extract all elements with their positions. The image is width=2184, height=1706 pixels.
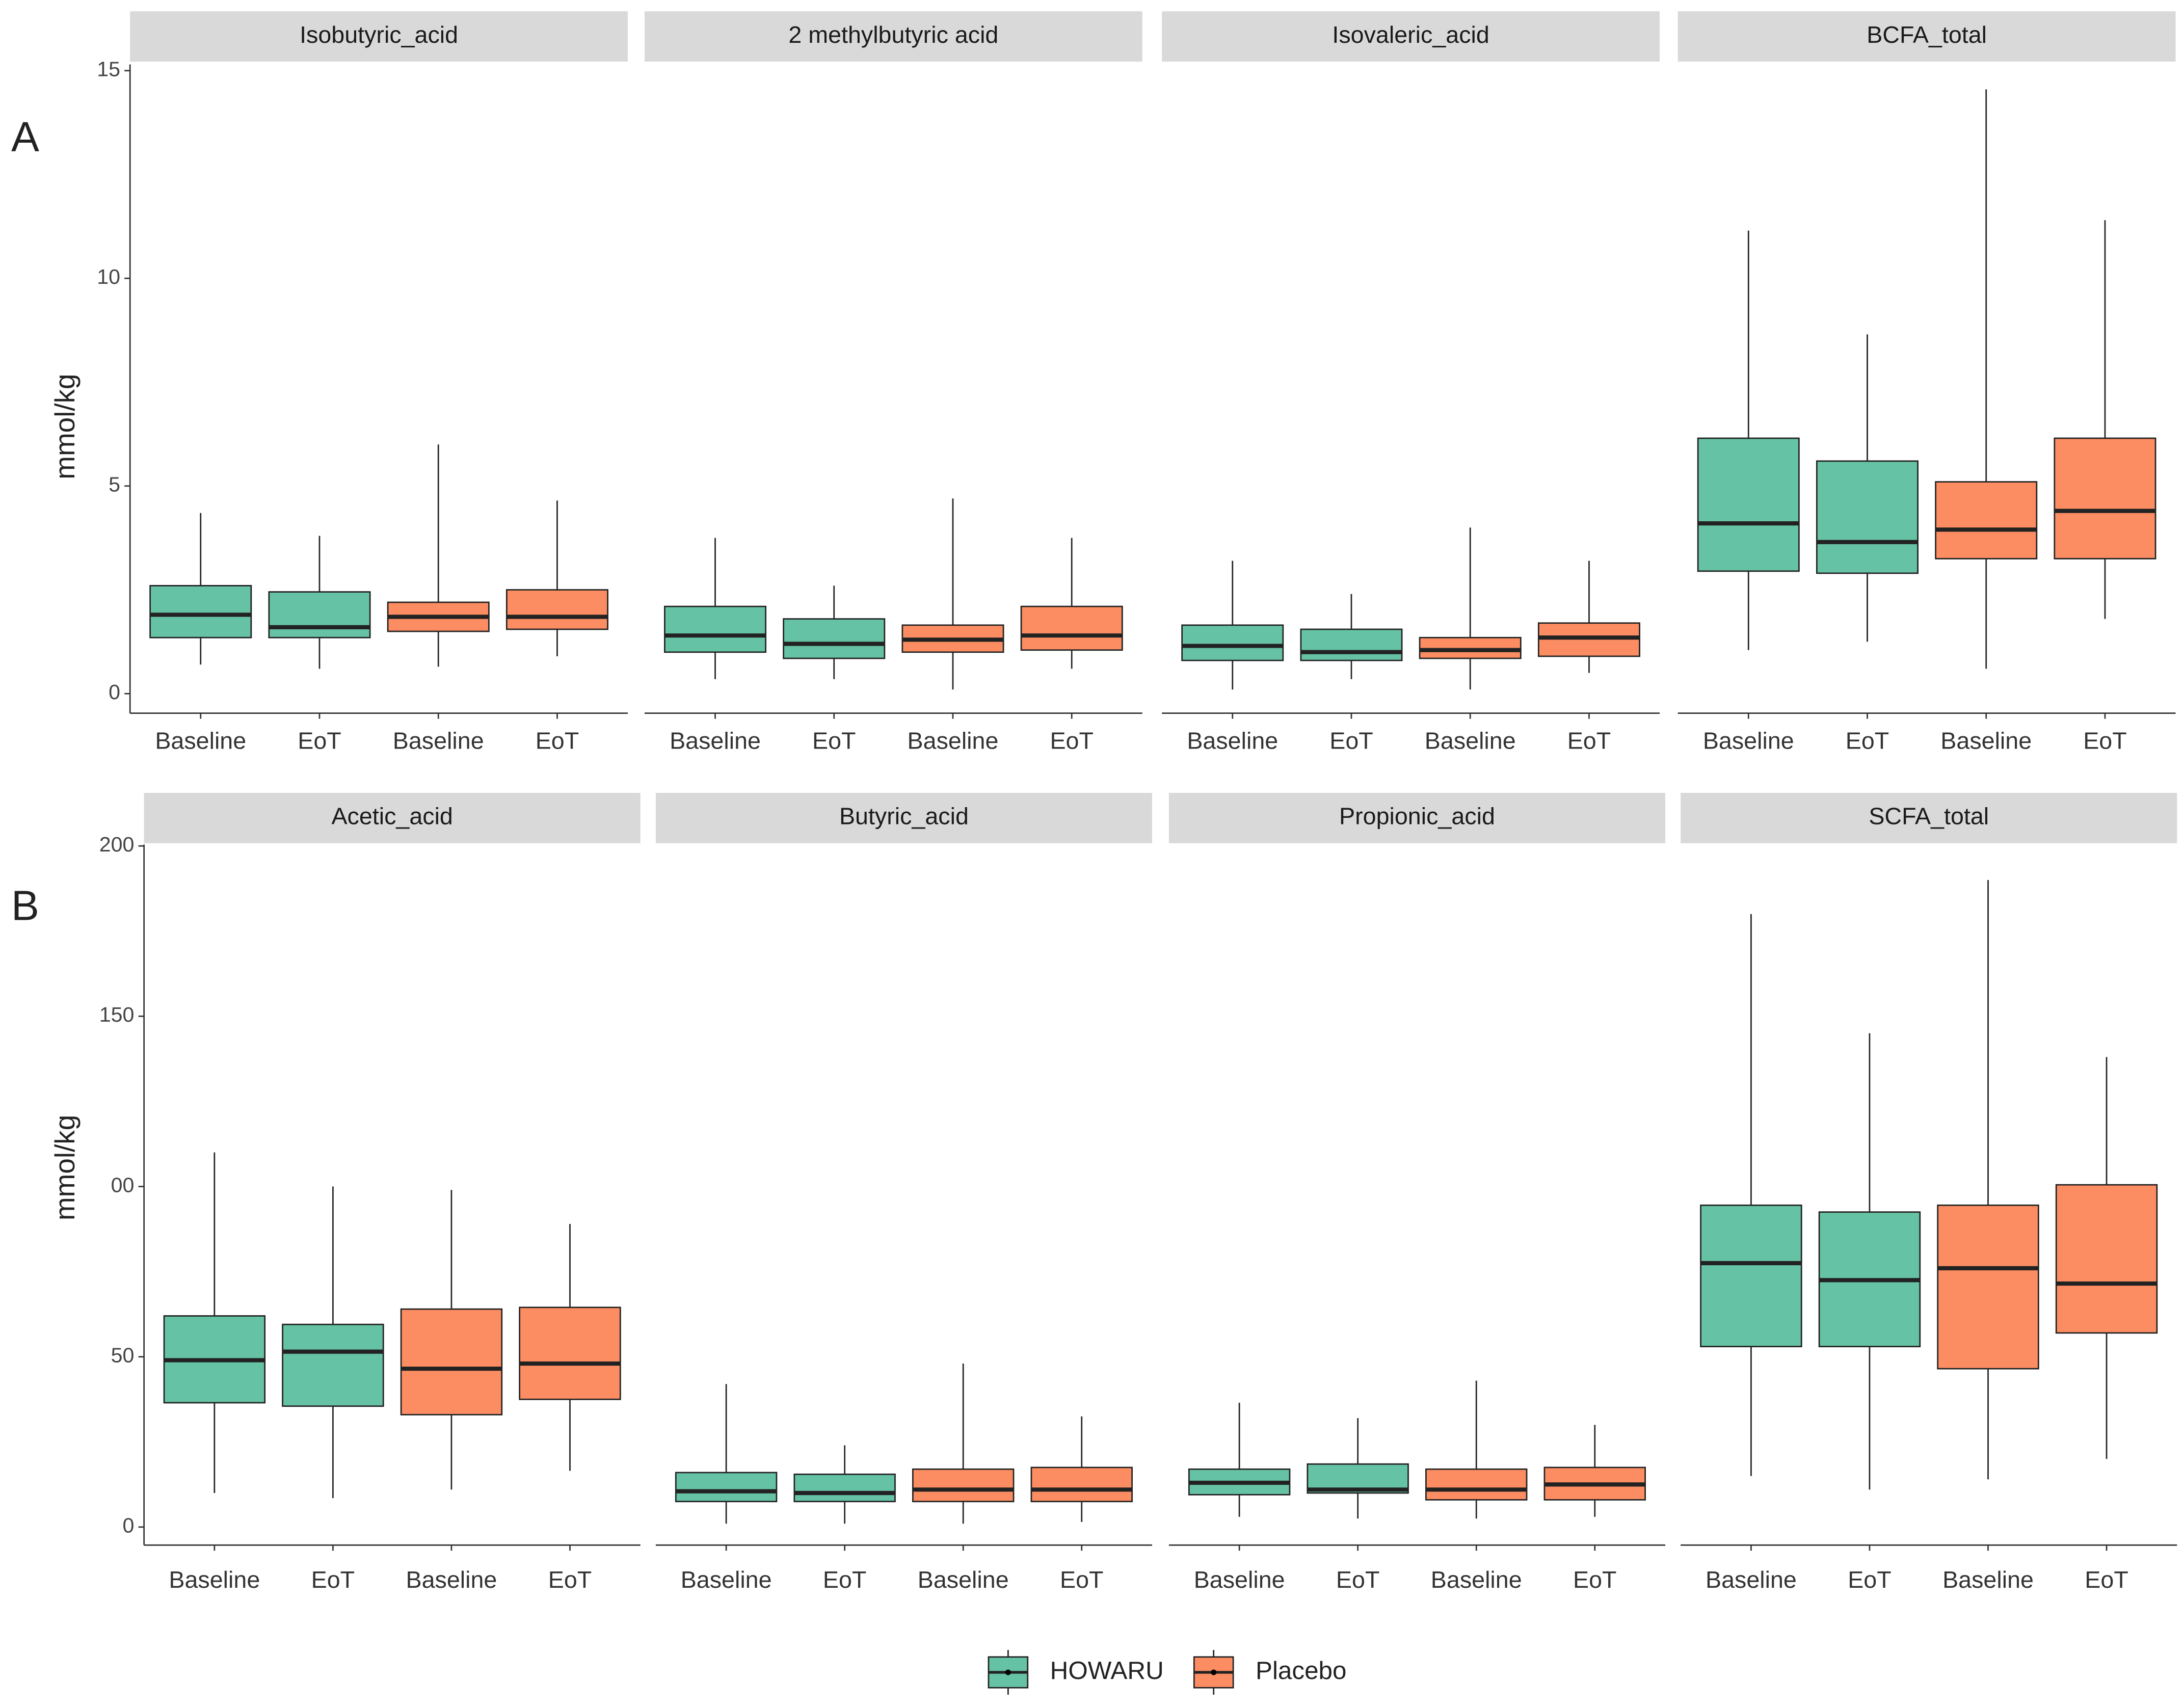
y-tick-label: 0 [123,1514,135,1537]
x-tick-label: EoT [1573,1566,1617,1593]
x-tick-label: EoT [2085,1566,2128,1593]
y-tick-label: 00 [111,1173,135,1196]
facet-title: SCFA_total [1869,803,1989,830]
x-tick-label: EoT [812,728,856,754]
facet-strip [1168,793,1666,843]
box [149,585,252,638]
x-tick-label: Baseline [406,1566,497,1593]
box [505,589,608,630]
facet-title: BCFA_total [1867,21,1987,48]
box [675,1472,778,1503]
x-tick-label: EoT [298,728,341,754]
x-tick-label: Baseline [1194,1566,1285,1593]
x-tick-label: Baseline [918,1566,1009,1593]
x-tick-label: EoT [1050,728,1094,754]
facet-strip [1677,11,2176,62]
x-tick-label: EoT [2083,728,2127,754]
y-tick-label: 50 [111,1344,135,1367]
box [1181,624,1284,661]
box [912,1468,1015,1503]
legend-key-dot [1211,1669,1217,1675]
x-tick-label: Baseline [1425,728,1516,754]
box [282,1323,384,1407]
x-tick-label: EoT [1336,1566,1380,1593]
legend-key-dot [1005,1669,1011,1675]
facet-title: Isobutyric_acid [300,21,458,48]
facet-strip [1681,793,2177,843]
facet-title: Isovaleric_acid [1332,21,1489,48]
facet-strip [130,11,628,62]
facet-strip [144,793,641,843]
x-tick-label: Baseline [908,728,999,754]
x-tick-label: EoT [823,1566,867,1593]
panel-label: A [11,113,39,160]
y-tick-label: 150 [99,1003,135,1026]
facet-title: Butyric_acid [839,803,969,830]
box [783,618,886,659]
box [519,1307,621,1400]
box [268,591,371,638]
box [400,1308,503,1416]
facet-strip [655,793,1152,843]
facet-title: Propionic_acid [1339,803,1495,830]
box [793,1473,896,1503]
x-tick-label: EoT [548,1566,592,1593]
legend-label: Placebo [1256,1657,1346,1685]
box [1300,628,1403,661]
x-tick-label: Baseline [169,1566,260,1593]
y-tick-label: 200 [99,833,135,856]
y-tick-label: 0 [109,680,120,704]
x-tick-label: EoT [536,728,579,754]
y-tick-label: 15 [97,58,120,81]
y-axis-label: mmol/kg [49,1115,81,1220]
box [2054,437,2156,559]
box [1697,437,1800,572]
x-tick-label: Baseline [155,728,246,754]
x-tick-label: Baseline [1940,728,2032,754]
y-tick-label: 5 [109,473,120,496]
facet-title: 2 methylbutyric acid [788,21,998,48]
legend-label: HOWARU [1050,1657,1164,1685]
x-tick-label: Baseline [681,1566,772,1593]
box [1935,481,2038,559]
facet-title: Acetic_acid [331,803,452,830]
box [1425,1468,1528,1501]
box [2055,1184,2158,1334]
x-tick-label: Baseline [1431,1566,1522,1593]
box [1020,605,1123,651]
y-tick-label: 10 [97,265,120,288]
box [664,605,767,653]
x-tick-label: EoT [311,1566,355,1593]
x-tick-label: Baseline [1703,728,1794,754]
box [1816,460,1919,574]
x-tick-label: Baseline [1187,728,1278,754]
y-axis-label: mmol/kg [49,374,81,479]
box [1700,1204,1802,1347]
x-tick-label: EoT [1329,728,1373,754]
x-tick-label: EoT [1567,728,1611,754]
facet-strip [644,11,1142,62]
x-tick-label: EoT [1060,1566,1104,1593]
x-tick-label: Baseline [670,728,761,754]
x-tick-label: Baseline [1706,1566,1797,1593]
x-tick-label: EoT [1848,1566,1892,1593]
x-tick-label: EoT [1846,728,1889,754]
x-tick-label: Baseline [1942,1566,2034,1593]
x-tick-label: Baseline [393,728,484,754]
box [1937,1204,2039,1370]
box [1030,1467,1133,1503]
panel-label: B [11,883,39,929]
facet-strip [1162,11,1660,62]
